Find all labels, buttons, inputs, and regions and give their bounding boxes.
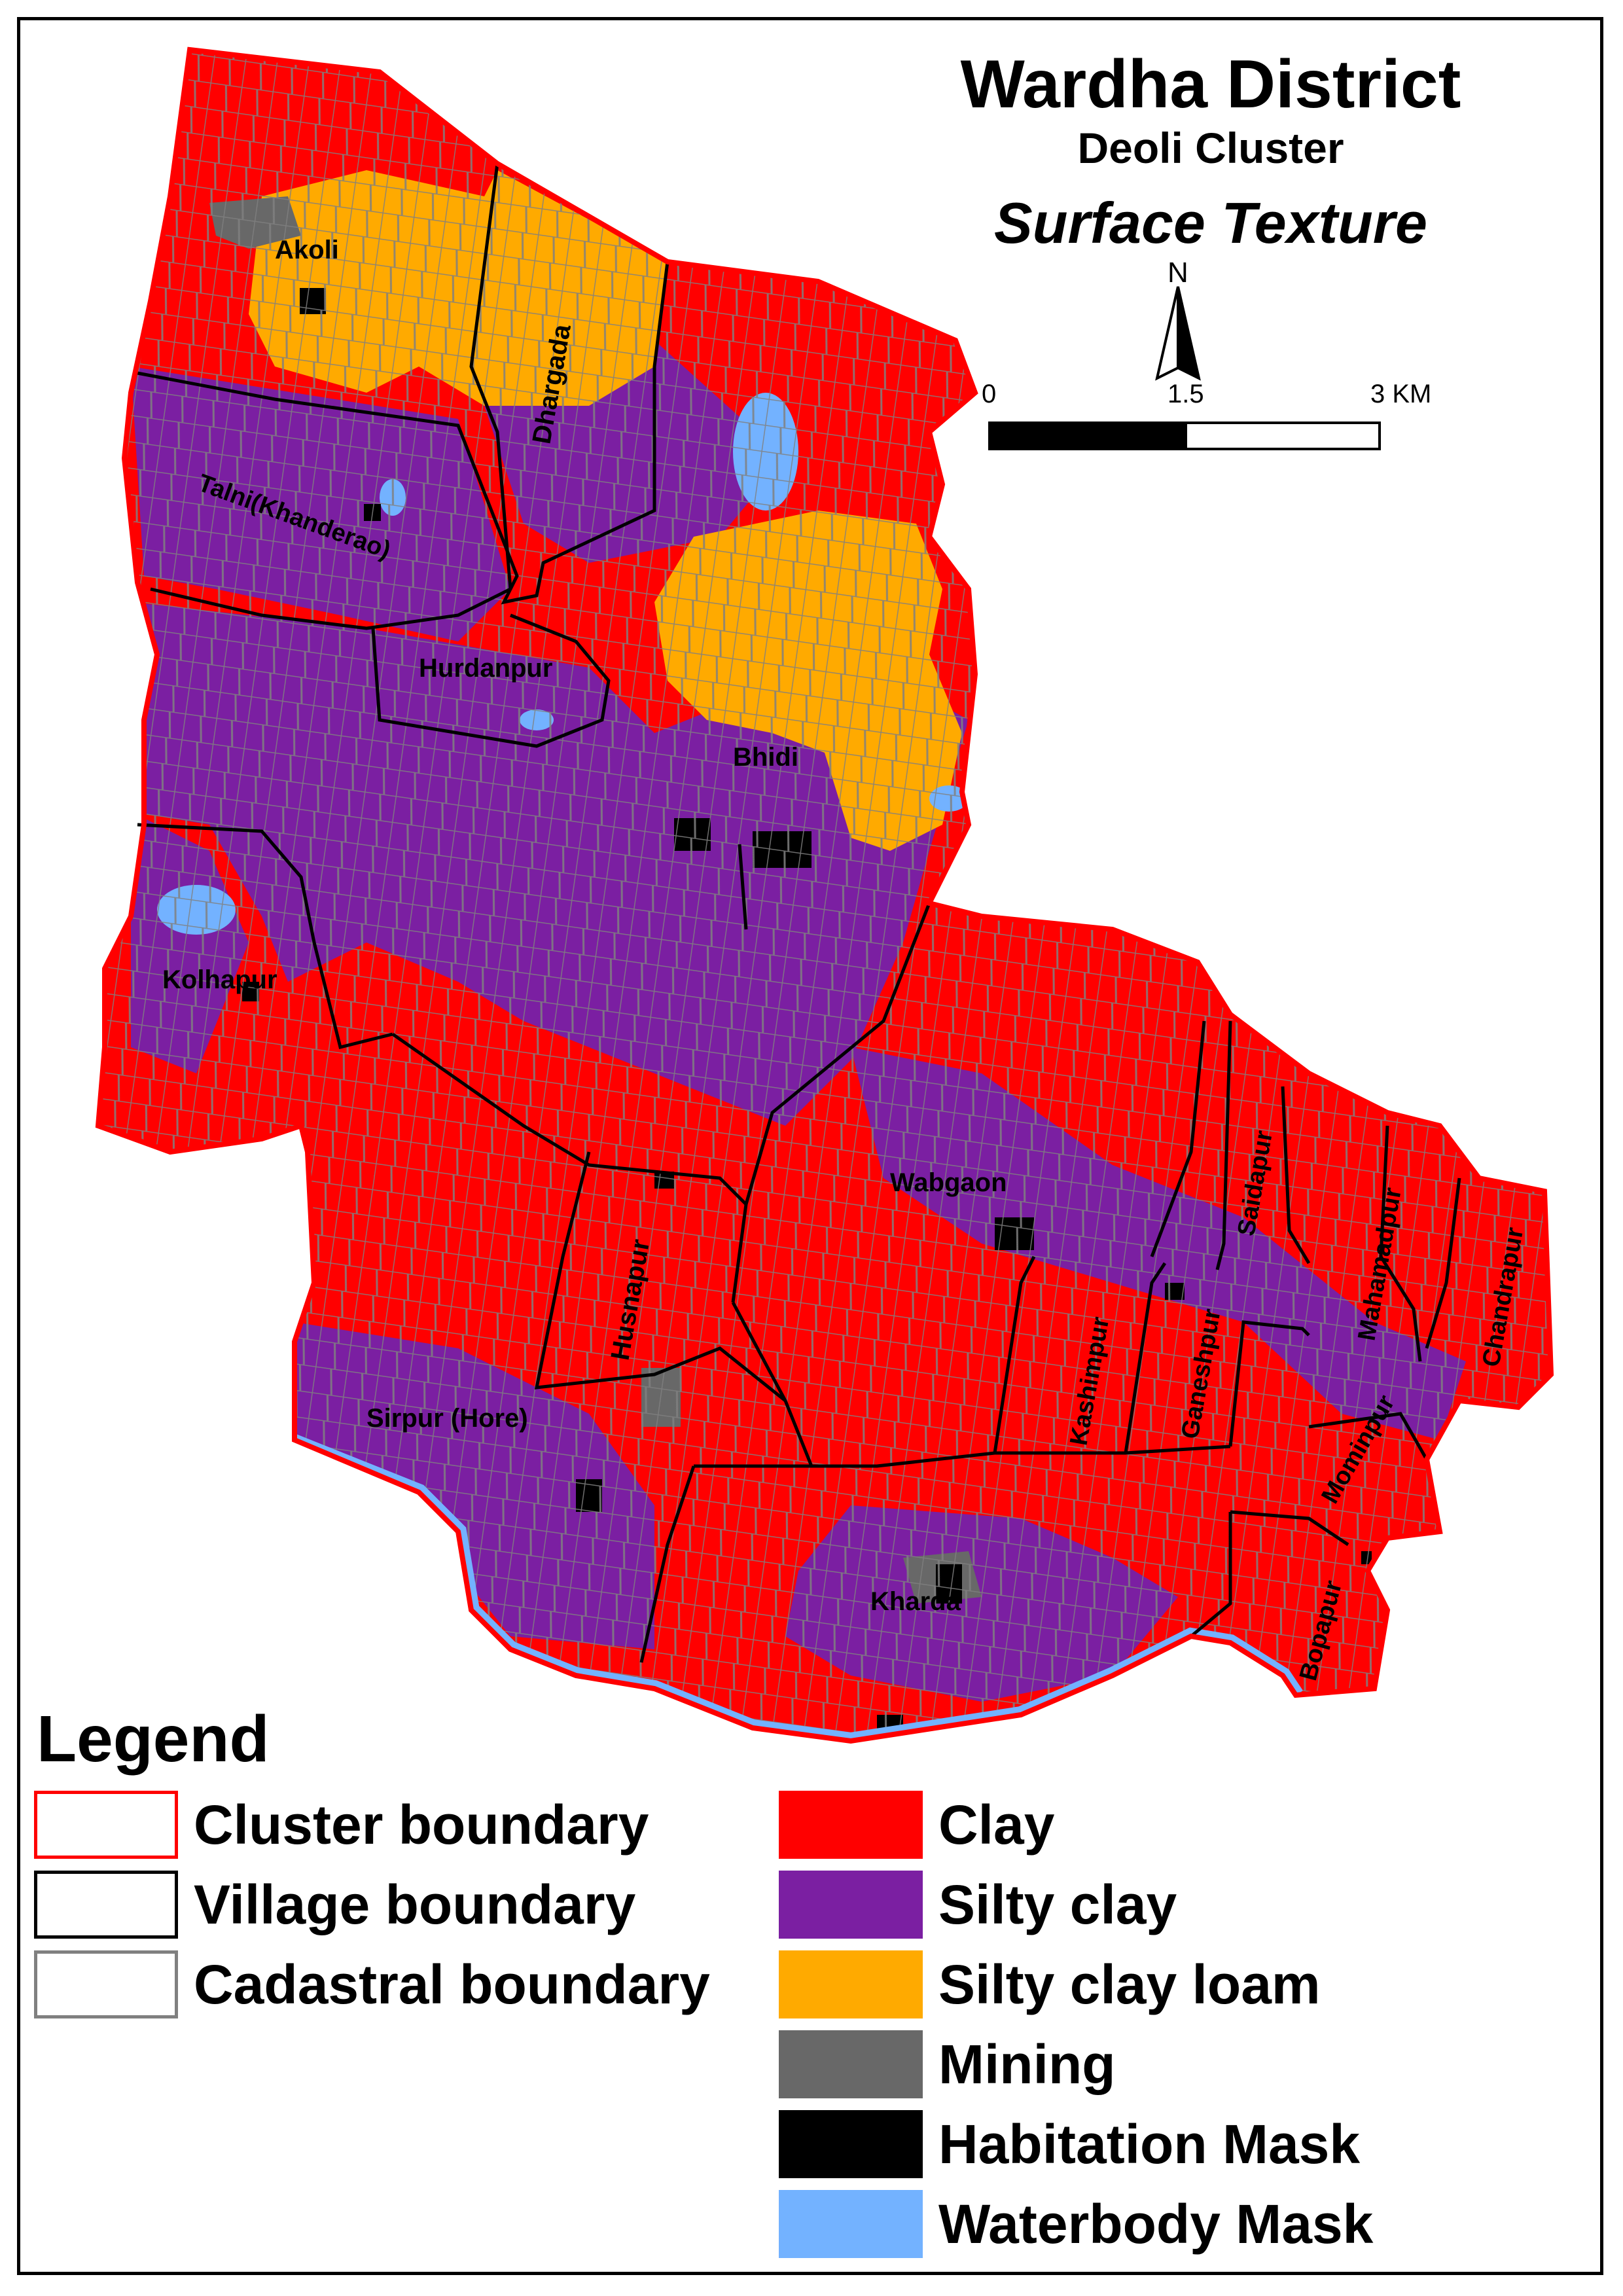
- legend-swatch: [779, 1950, 923, 2018]
- legend-label: Mining: [938, 2033, 1116, 2095]
- legend-swatch: [779, 1791, 923, 1859]
- village-label-wabgaon: Wabgaon: [890, 1168, 1007, 1197]
- village-boundaries: [137, 163, 1461, 1663]
- scale-bar-black-segment: [991, 424, 1187, 448]
- legend-item-village-boundary: Village boundary: [34, 1871, 635, 1939]
- legend-swatch: [34, 1950, 178, 2018]
- village-label-kharda: Kharda: [870, 1587, 961, 1616]
- village-label-kolhapur: Kolhapur: [162, 965, 277, 994]
- legend-item-habitation-mask: Habitation Mask: [779, 2110, 1360, 2178]
- legend-swatch: [779, 2190, 923, 2258]
- legend-item-cadastral-boundary: Cadastral boundary: [34, 1950, 710, 2018]
- legend-swatch: [34, 1791, 178, 1859]
- map-subtitle: Deoli Cluster: [1077, 124, 1344, 172]
- legend-label: Waterbody Mask: [938, 2193, 1374, 2255]
- map-frame: [17, 17, 1603, 2275]
- village-label-bhidi: Bhidi: [733, 743, 798, 772]
- legend-swatch: [34, 1871, 178, 1939]
- north-label: N: [1168, 257, 1188, 289]
- scale-tick-1: 1.5: [1168, 380, 1204, 408]
- legend-item-mining: Mining: [779, 2030, 1116, 2098]
- map-title: Wardha District: [960, 46, 1461, 122]
- legend-label: Habitation Mask: [938, 2113, 1361, 2175]
- legend-title: Legend: [37, 1702, 270, 1776]
- legend-item-cluster-boundary: Cluster boundary: [34, 1791, 649, 1859]
- scale-tick-2: 3 KM: [1370, 380, 1432, 408]
- legend-item-clay: Clay: [779, 1791, 1054, 1859]
- legend-label: Village boundary: [194, 1873, 636, 1935]
- legend-item-waterbody-mask: Waterbody Mask: [779, 2190, 1373, 2258]
- legend-label: Clay: [938, 1793, 1055, 1856]
- village-label-sirpur: Sirpur (Hore): [366, 1404, 528, 1433]
- legend-item-silty-clay-loam: Silty clay loam: [779, 1950, 1321, 2018]
- legend-label: Silty clay: [938, 1873, 1177, 1935]
- scale-bar: [988, 422, 1381, 450]
- legend-label: Silty clay loam: [938, 1953, 1321, 2015]
- legend-item-silty-clay: Silty clay: [779, 1871, 1177, 1939]
- legend-swatch: [779, 2030, 923, 2098]
- legend-label: Cluster boundary: [194, 1793, 649, 1856]
- legend-label: Cadastral boundary: [194, 1953, 710, 2015]
- village-label-akoli: Akoli: [275, 236, 339, 264]
- legend-swatch: [779, 2110, 923, 2178]
- scale-tick-0: 0: [982, 380, 997, 408]
- scale-bar-white-segment: [1187, 424, 1378, 448]
- village-label-hurdanpur: Hurdanpur: [419, 654, 552, 683]
- north-arrow-icon: [1155, 286, 1201, 381]
- legend-swatch: [779, 1871, 923, 1939]
- map-theme: Surface Texture: [994, 190, 1427, 255]
